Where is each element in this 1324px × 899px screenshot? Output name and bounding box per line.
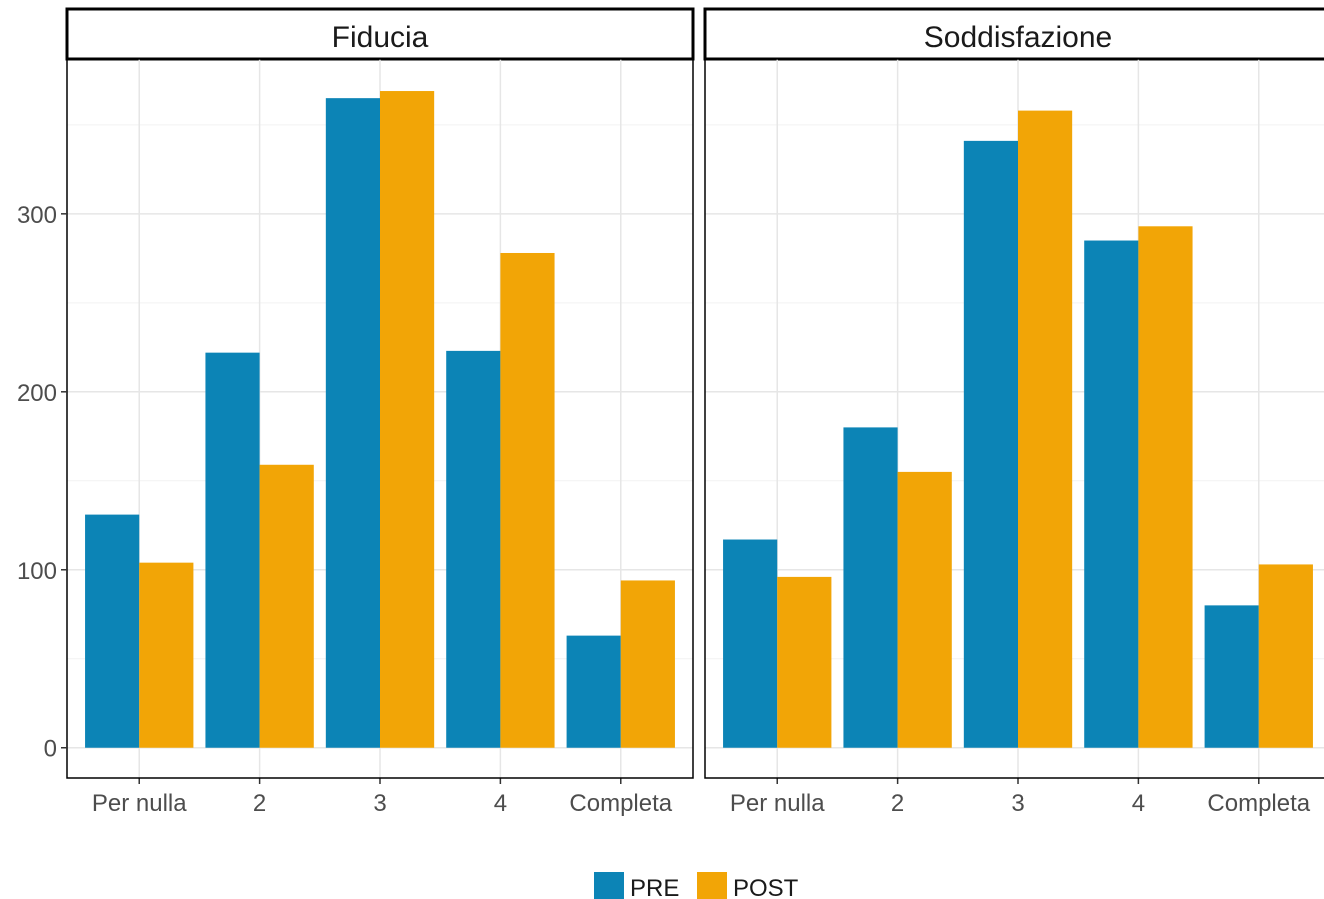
legend-swatch-post: [697, 872, 727, 899]
bar-pre: [963, 140, 1018, 748]
bar-pre: [843, 427, 898, 748]
legend-label-post: POST: [733, 875, 799, 899]
x-tick-label: Completa: [1207, 790, 1310, 817]
bar-pre: [85, 514, 140, 748]
bar-post: [897, 471, 952, 748]
bar-pre: [1204, 605, 1259, 748]
panel-border: [66, 58, 694, 779]
x-tick-label: 3: [373, 790, 386, 817]
x-tick-label: 2: [891, 790, 904, 817]
x-tick-label: 3: [1011, 790, 1024, 817]
y-tick-label: 0: [44, 736, 57, 763]
y-tick-label: 200: [17, 380, 57, 407]
bar-pre: [566, 635, 621, 748]
x-tick-label: Per nulla: [730, 790, 825, 817]
facet-panel-fiducia: Fiducia Per nulla 2 3 4 Completa: [65, 7, 695, 817]
facet-strip-label: Fiducia: [332, 21, 429, 54]
x-tick-label: 2: [253, 790, 266, 817]
bar-post: [1138, 226, 1193, 748]
bar-post: [259, 464, 314, 748]
bar-pre: [723, 539, 778, 748]
bar-pre: [205, 352, 260, 748]
facet-strip: [703, 7, 1324, 61]
facet-panel-soddisfazione: Soddisfazione Per nulla 2 3 4 Completa: [703, 7, 1324, 817]
x-tick-label: Per nulla: [92, 790, 187, 817]
y-tick-label: 300: [17, 202, 57, 229]
y-tick-label: 100: [17, 558, 57, 585]
bar-pre: [325, 98, 380, 748]
bar-pre: [446, 350, 501, 748]
facet-strip: [65, 7, 695, 61]
y-axis: 0 100 200 300: [17, 202, 67, 763]
bar-post: [777, 576, 832, 748]
x-tick-label: Completa: [569, 790, 672, 817]
bar-post: [380, 91, 435, 748]
legend-swatch-pre: [594, 872, 624, 899]
x-tick-label: 4: [494, 790, 507, 817]
bar-post: [620, 580, 675, 748]
bar-pre: [1084, 240, 1139, 748]
panel-border: [704, 58, 1324, 779]
legend: PRE POST: [594, 872, 799, 899]
bar-post: [500, 252, 555, 748]
bar-post: [139, 562, 194, 748]
bar-post: [1258, 564, 1313, 748]
legend-label-pre: PRE: [630, 875, 679, 899]
facet-strip-label: Soddisfazione: [924, 21, 1112, 54]
bar-post: [1018, 110, 1073, 748]
x-tick-label: 4: [1132, 790, 1145, 817]
